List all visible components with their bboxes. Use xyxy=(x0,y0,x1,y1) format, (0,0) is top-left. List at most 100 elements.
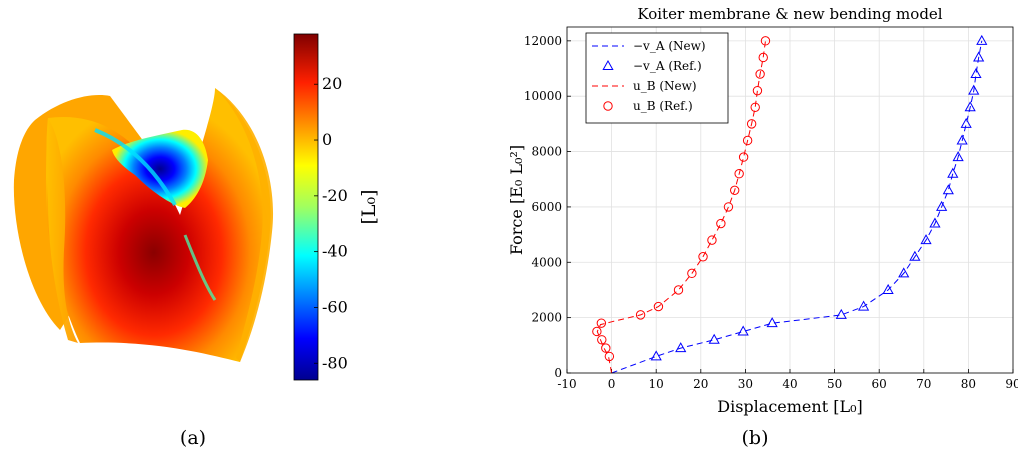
data-point-triangle xyxy=(960,117,972,128)
y-axis-ticks: 0 2000 4000 6000 8000 10000 12000 xyxy=(524,34,571,380)
data-point-triangle xyxy=(909,250,921,261)
x-tick-label: 0 xyxy=(608,377,616,391)
data-point-triangle xyxy=(835,308,847,319)
data-point-circle xyxy=(601,343,611,353)
colorbar: 20 0 -20 -40 -60 -80 [L₀] xyxy=(293,33,380,381)
data-point-triangle xyxy=(898,267,910,278)
data-point-circle xyxy=(635,310,646,320)
legend-box xyxy=(585,32,729,124)
data-point-circle xyxy=(653,301,664,312)
y-tick-label: 6000 xyxy=(531,200,562,214)
colorbar-tick-label: -60 xyxy=(322,297,348,316)
series-line xyxy=(596,40,766,374)
saddle-front-fold xyxy=(46,118,78,343)
data-point-circle xyxy=(596,318,607,328)
legend-label: −v_A (Ref.) xyxy=(633,59,702,73)
legend-label: u_B (Ref.) xyxy=(633,99,693,113)
data-point-circle xyxy=(592,326,602,337)
legend: −v_A (New) −v_A (Ref.) u_B (New) u_B (Ref.) xyxy=(585,32,729,124)
data-point-circle xyxy=(729,185,740,196)
x-tick-label: -10 xyxy=(557,377,576,391)
data-point-triangle xyxy=(964,101,976,112)
saddle-ridge-stripe xyxy=(94,128,177,206)
data-point-triangle xyxy=(973,51,985,62)
legend-entry-0: −v_A (New) xyxy=(592,39,706,53)
data-point-triangle xyxy=(936,200,948,211)
legend-circle-swatch xyxy=(603,101,613,111)
x-tick-label: 10 xyxy=(649,377,664,391)
colorbar-ticks: 20 0 -20 -40 -60 -80 xyxy=(314,74,348,372)
data-point-circle xyxy=(687,268,697,279)
x-tick-label: 30 xyxy=(738,377,753,391)
data-point-circle xyxy=(742,135,753,146)
legend-items: −v_A (New) −v_A (Ref.) u_B (New) u_B (Ref.) xyxy=(592,39,706,113)
data-point-triangle xyxy=(956,134,968,145)
data-point-triangle xyxy=(920,234,932,245)
legend-entry-1: −v_A (Ref.) xyxy=(602,59,702,73)
data-point-triangle xyxy=(947,167,959,178)
data-point-triangle xyxy=(942,184,954,195)
chart-series xyxy=(592,34,988,374)
x-tick-label: 80 xyxy=(961,377,976,391)
data-point-circle xyxy=(604,351,615,362)
data-point-triangle xyxy=(952,151,964,162)
y-tick-label: 4000 xyxy=(531,255,562,269)
legend-label: −v_A (New) xyxy=(633,39,706,53)
series-line xyxy=(611,40,983,374)
y-axis-label: Force [E₀ L₀²] xyxy=(507,145,526,255)
series-0 xyxy=(611,40,983,374)
data-point-triangle xyxy=(675,342,687,353)
x-tick-label: 90 xyxy=(1005,377,1018,391)
saddle-right-rim xyxy=(215,88,274,362)
data-point-circle xyxy=(738,152,749,162)
caption-a: (a) xyxy=(180,427,206,449)
caption-b: (b) xyxy=(742,427,769,449)
x-tick-label: 50 xyxy=(827,377,842,391)
data-point-triangle xyxy=(968,84,980,95)
y-tick-label: 12000 xyxy=(524,34,562,48)
data-point-triangle xyxy=(737,325,749,336)
saddle-surface-plot xyxy=(13,88,274,362)
saddle-lower-stripe xyxy=(183,234,217,301)
force-displacement-chart: -10 0 10 20 30 40 50 60 70 80 90 02000400060008000… xyxy=(507,5,1018,416)
data-point-circle xyxy=(597,335,607,345)
saddle-main-surface xyxy=(45,88,271,362)
x-tick-label: 70 xyxy=(916,377,931,391)
data-point-circle xyxy=(755,69,765,79)
x-axis-ticks: -10 0 10 20 30 40 50 60 70 80 90 xyxy=(557,369,1018,391)
y-tick-label: 8000 xyxy=(531,145,562,159)
colorbar-tick-label: -20 xyxy=(322,186,348,205)
series-1 xyxy=(650,34,988,361)
legend-entry-2: u_B (New) xyxy=(592,79,697,93)
data-point-triangle xyxy=(929,217,941,228)
data-point-triangle xyxy=(857,300,870,311)
saddle-valley-region xyxy=(112,129,208,208)
chart-title: Koiter membrane & new bending model xyxy=(637,5,942,23)
data-point-triangle xyxy=(976,34,988,45)
legend-triangle-swatch xyxy=(602,59,614,70)
data-point-circle xyxy=(758,52,768,63)
data-point-circle xyxy=(752,85,763,96)
colorbar-tick-label: -40 xyxy=(322,242,348,261)
x-tick-label: 60 xyxy=(872,377,887,391)
colorbar-tick-label: -80 xyxy=(322,353,348,372)
data-point-circle xyxy=(750,102,760,112)
x-tick-label: 40 xyxy=(782,377,797,391)
data-point-circle xyxy=(723,202,734,212)
colorbar-tick-label: 20 xyxy=(322,74,342,93)
data-point-circle xyxy=(673,285,684,295)
x-axis-label: Displacement [L₀] xyxy=(717,397,862,416)
legend-entry-3: u_B (Ref.) xyxy=(603,99,693,113)
data-point-circle xyxy=(716,218,726,229)
data-point-circle xyxy=(760,36,771,46)
data-point-circle xyxy=(734,169,744,179)
data-point-triangle xyxy=(970,68,982,79)
data-point-triangle xyxy=(882,283,894,294)
data-point-circle xyxy=(698,252,708,262)
y-tick-label: 10000 xyxy=(524,89,562,103)
data-point-triangle xyxy=(650,350,662,361)
data-point-circle xyxy=(746,119,757,129)
colorbar-label: [L₀] xyxy=(358,189,380,224)
data-point-circle xyxy=(707,235,717,245)
